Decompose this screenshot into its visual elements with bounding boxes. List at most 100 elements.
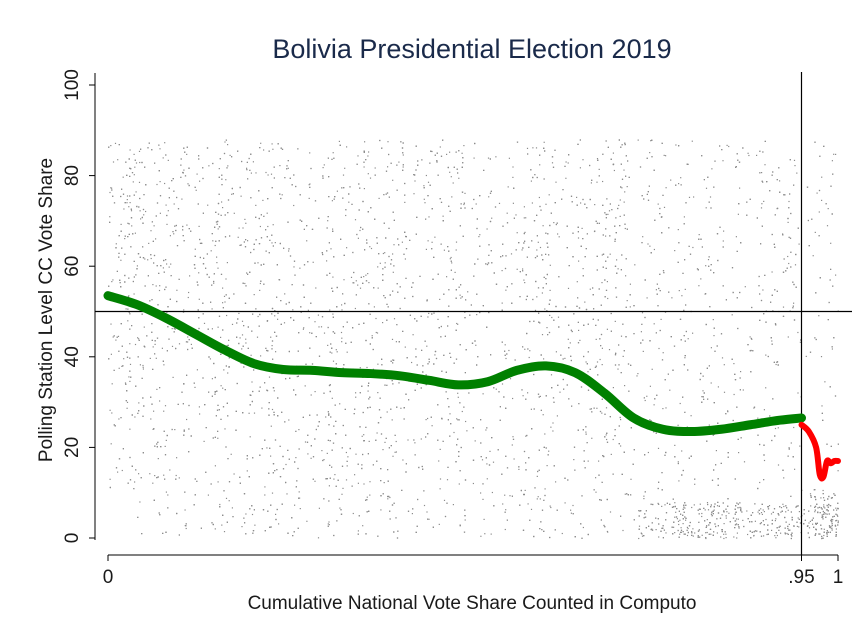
scatter-point — [294, 274, 296, 276]
scatter-point — [665, 407, 667, 409]
scatter-point — [135, 191, 137, 193]
scatter-point — [532, 298, 534, 301]
scatter-point — [808, 527, 811, 529]
scatter-point — [820, 356, 823, 358]
scatter-point — [427, 433, 429, 435]
scatter-point — [359, 229, 361, 232]
scatter-point — [770, 513, 773, 515]
scatter-point — [395, 440, 397, 443]
scatter-point — [711, 168, 713, 170]
scatter-point — [155, 238, 157, 240]
scatter-point — [787, 509, 789, 511]
scatter-point — [299, 508, 301, 510]
scatter-point — [737, 327, 739, 330]
scatter-point — [748, 154, 750, 157]
scatter-point — [205, 267, 207, 269]
scatter-point — [239, 337, 241, 339]
scatter-point — [240, 195, 242, 197]
scatter-point — [276, 296, 278, 298]
scatter-point — [623, 201, 625, 203]
scatter-point — [124, 238, 126, 240]
scatter-point — [533, 320, 535, 322]
scatter-point — [449, 413, 451, 415]
scatter-point — [545, 203, 547, 205]
scatter-point — [250, 197, 252, 199]
scatter-point — [202, 167, 204, 169]
scatter-point — [227, 144, 229, 146]
scatter-point — [675, 144, 677, 146]
scatter-point — [735, 166, 737, 168]
scatter-point — [159, 400, 161, 402]
scatter-point — [196, 480, 198, 482]
scatter-point — [293, 204, 295, 207]
scatter-point — [819, 155, 821, 157]
scatter-point — [601, 347, 603, 349]
scatter-point — [257, 262, 259, 264]
scatter-point — [620, 372, 622, 374]
scatter-point — [362, 453, 364, 456]
scatter-point — [646, 297, 648, 299]
scatter-point — [736, 537, 738, 539]
scatter-point — [544, 433, 546, 435]
scatter-point — [548, 450, 550, 452]
scatter-point — [826, 533, 828, 535]
scatter-point — [683, 216, 685, 218]
scatter-point — [236, 382, 238, 385]
scatter-point — [501, 302, 503, 304]
scatter-point — [383, 482, 385, 484]
scatter-point — [759, 523, 761, 525]
scatter-point — [178, 477, 180, 479]
scatter-point — [705, 207, 707, 209]
scatter-point — [655, 289, 657, 291]
scatter-point — [782, 233, 784, 235]
scatter-point — [537, 393, 540, 395]
scatter-point — [129, 202, 131, 204]
scatter-point — [167, 210, 169, 212]
scatter-point — [819, 533, 821, 535]
scatter-point — [445, 391, 447, 393]
scatter-point — [153, 225, 155, 227]
scatter-point — [211, 378, 213, 380]
scatter-point — [286, 165, 288, 167]
scatter-point — [181, 198, 183, 200]
scatter-point — [245, 533, 247, 535]
scatter-point — [589, 408, 591, 410]
scatter-point — [214, 465, 216, 467]
scatter-point — [662, 525, 664, 527]
scatter-point — [427, 518, 429, 520]
scatter-point — [609, 235, 611, 237]
scatter-point — [366, 239, 368, 241]
scatter-point — [367, 173, 369, 175]
scatter-point — [393, 318, 396, 320]
scatter-point — [713, 506, 715, 508]
scatter-point — [285, 303, 287, 305]
scatter-point — [450, 256, 452, 259]
scatter-point — [354, 307, 356, 310]
scatter-point — [701, 396, 703, 398]
scatter-point — [376, 242, 378, 244]
scatter-point — [595, 491, 597, 493]
scatter-point — [122, 176, 124, 178]
scatter-point — [766, 533, 768, 536]
scatter-point — [409, 314, 411, 316]
scatter-point — [167, 326, 169, 328]
scatter-point — [357, 284, 359, 286]
scatter-point — [823, 497, 825, 499]
scatter-point — [175, 474, 177, 477]
scatter-point — [423, 185, 425, 187]
scatter-point — [725, 533, 727, 535]
scatter-point — [314, 321, 316, 323]
scatter-point — [821, 176, 823, 178]
scatter-point — [211, 522, 213, 524]
scatter-point — [131, 225, 133, 227]
scatter-point — [333, 534, 335, 537]
scatter-point — [327, 411, 329, 413]
scatter-point — [275, 351, 277, 353]
scatter-point — [553, 401, 555, 403]
scatter-point — [296, 376, 298, 378]
scatter-point — [162, 157, 164, 159]
scatter-point — [771, 271, 773, 273]
scatter-point — [386, 384, 388, 386]
scatter-point — [221, 524, 223, 526]
scatter-point — [374, 174, 376, 176]
